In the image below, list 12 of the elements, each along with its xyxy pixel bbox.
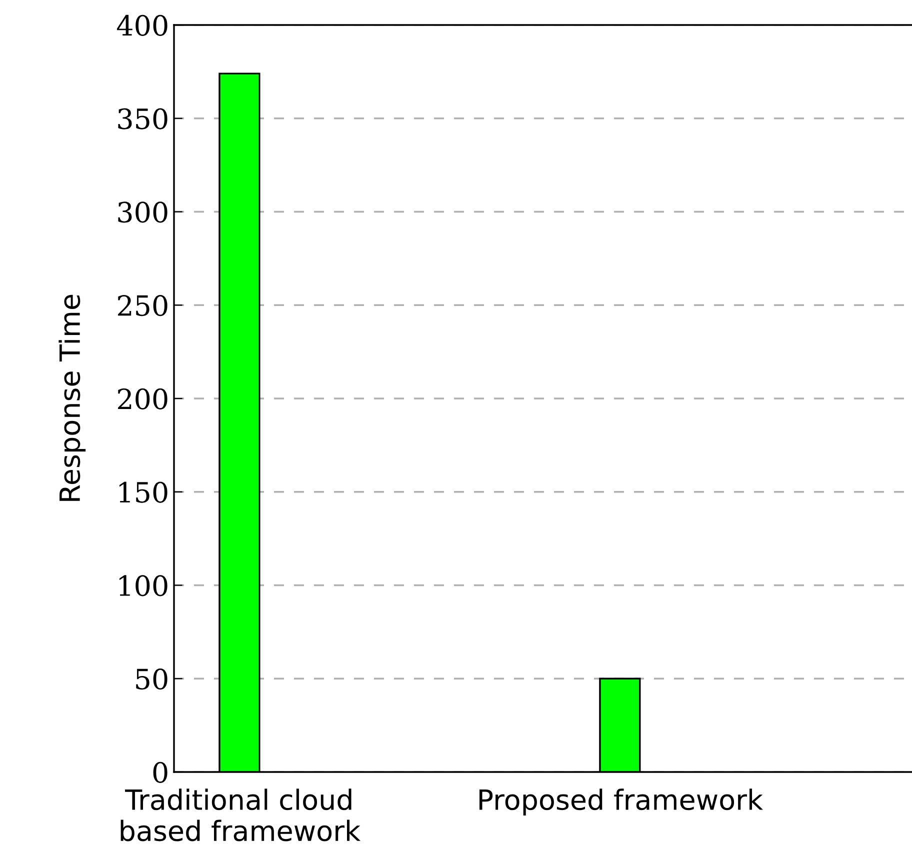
x-tick-label: Traditional cloud based framework xyxy=(120,788,360,842)
y-tick-label: 250 xyxy=(118,295,168,316)
y-tick-label: 350 xyxy=(118,108,168,130)
y-tick-label: 50 xyxy=(136,668,168,690)
y-tick-label: 200 xyxy=(118,388,168,410)
y-tick-label: 150 xyxy=(120,482,168,503)
y-tick-label: 0 xyxy=(153,762,168,783)
y-axis-title: Response Time xyxy=(58,294,86,501)
x-tick-label: Proposed framework xyxy=(479,788,763,816)
y-tick-label: 400 xyxy=(116,14,168,36)
y-tick-label: 100 xyxy=(120,575,168,596)
y-tick-label: 300 xyxy=(118,202,168,223)
